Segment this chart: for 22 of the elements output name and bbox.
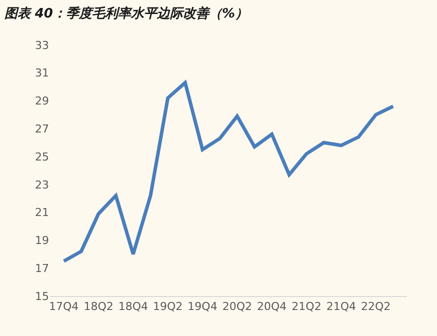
- x-tick-label: 21Q4: [326, 300, 356, 314]
- x-tick-label: 18Q2: [84, 300, 114, 314]
- x-tick-label: 20Q2: [222, 300, 252, 314]
- chart-title: 图表 40：季度毛利率水平边际改善（%）: [4, 6, 248, 22]
- y-tick-label: 19: [35, 234, 49, 248]
- y-tick-label: 29: [35, 94, 49, 108]
- y-tick-label: 33: [35, 38, 49, 52]
- y-tick-label: 23: [35, 178, 49, 192]
- x-tick-label: 17Q4: [49, 300, 79, 314]
- x-tick-label: 20Q4: [257, 300, 287, 314]
- x-tick-label: 21Q2: [292, 300, 322, 314]
- x-tick-label: 19Q2: [153, 300, 183, 314]
- line-series: [62, 80, 395, 263]
- y-tick-label: 25: [35, 150, 49, 164]
- y-tick-label: 17: [35, 262, 49, 275]
- x-tick-label: 18Q4: [118, 300, 148, 314]
- y-tick-label: 21: [35, 206, 49, 220]
- y-tick-label: 31: [35, 66, 49, 80]
- x-tick-label: 22Q2: [360, 300, 391, 314]
- y-tick-label: 15: [35, 290, 49, 303]
- x-tick-label: 19Q4: [188, 300, 218, 314]
- y-tick-label: 27: [35, 122, 49, 136]
